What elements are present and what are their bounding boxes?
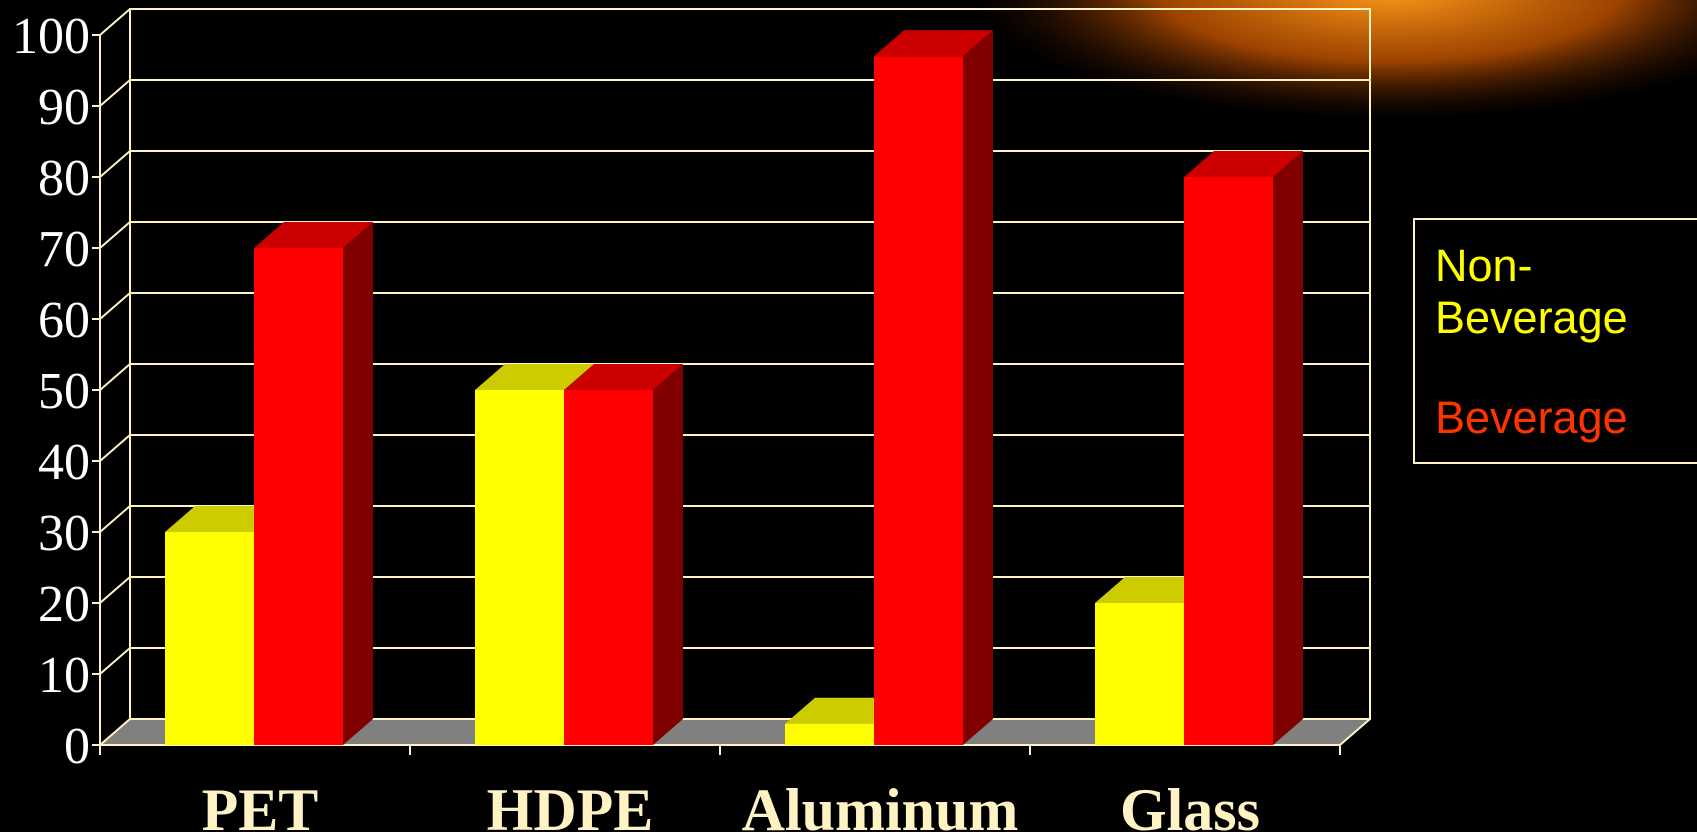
depth-gridline bbox=[99, 434, 131, 462]
bar-top bbox=[874, 30, 993, 57]
bar-top bbox=[254, 222, 373, 248]
chart-bars bbox=[165, 30, 1303, 746]
legend-item-non-beverage: Non-Beverage bbox=[1435, 240, 1628, 343]
depth-gridline bbox=[99, 505, 131, 533]
y-tick-label: 70 bbox=[38, 221, 90, 278]
bar-top bbox=[1184, 151, 1303, 177]
floor-edge bbox=[1339, 718, 1371, 746]
y-tick-label: 80 bbox=[38, 150, 90, 207]
y-tick-label: 10 bbox=[38, 647, 90, 704]
bar-top bbox=[564, 364, 683, 390]
depth-gridline bbox=[99, 221, 131, 249]
depth-gridline bbox=[99, 79, 131, 107]
chart-axes bbox=[92, 8, 1371, 755]
bar-side bbox=[1273, 151, 1303, 745]
x-tick-label-aluminum: Aluminum bbox=[742, 777, 1019, 832]
y-tick-label: 20 bbox=[38, 576, 90, 633]
bar-front bbox=[874, 56, 963, 746]
y-tick-label: 50 bbox=[38, 363, 90, 420]
chart-floor bbox=[100, 719, 1370, 745]
bar-front bbox=[1095, 603, 1184, 745]
bar-front bbox=[475, 390, 564, 745]
x-tick-label-pet: PET bbox=[202, 777, 319, 832]
y-tick-label: 100 bbox=[12, 8, 90, 65]
depth-gridline bbox=[99, 150, 131, 178]
bar-front bbox=[254, 248, 343, 745]
y-tick-label: 90 bbox=[38, 79, 90, 136]
y-tick-label: 0 bbox=[64, 718, 90, 775]
depth-gridline bbox=[99, 292, 131, 320]
bar-side bbox=[963, 30, 993, 746]
legend: Non-Beverage Beverage bbox=[1413, 218, 1697, 464]
y-tick-label: 60 bbox=[38, 292, 90, 349]
y-tick-label: 30 bbox=[38, 505, 90, 562]
bar-pet-beverage bbox=[254, 222, 373, 745]
depth-gridline bbox=[99, 718, 131, 746]
bar-front bbox=[1184, 177, 1273, 745]
bar-aluminum-beverage bbox=[874, 30, 993, 746]
bar-hdpe-beverage bbox=[564, 364, 683, 745]
chart-tick-labels: 0 10 20 30 40 50 60 70 80 90 100 PET HDPE Aluminum Gla… bbox=[12, 8, 1260, 832]
bar-side bbox=[653, 364, 683, 745]
bar-front bbox=[165, 532, 254, 745]
x-tick-label-hdpe: HDPE bbox=[487, 777, 654, 832]
x-tick-label-glass: Glass bbox=[1120, 777, 1260, 832]
depth-gridline bbox=[99, 576, 131, 604]
bar-top bbox=[475, 364, 594, 390]
bar-side bbox=[343, 222, 373, 745]
legend-item-beverage: Beverage bbox=[1435, 392, 1628, 443]
bar-glass-beverage bbox=[1184, 151, 1303, 745]
bar-front bbox=[564, 390, 653, 745]
bar-front bbox=[785, 723, 874, 745]
depth-gridline bbox=[99, 363, 131, 391]
y-tick-label: 40 bbox=[38, 434, 90, 491]
depth-gridline bbox=[99, 8, 131, 36]
background-glow bbox=[971, 0, 1697, 120]
depth-gridline bbox=[99, 647, 131, 675]
